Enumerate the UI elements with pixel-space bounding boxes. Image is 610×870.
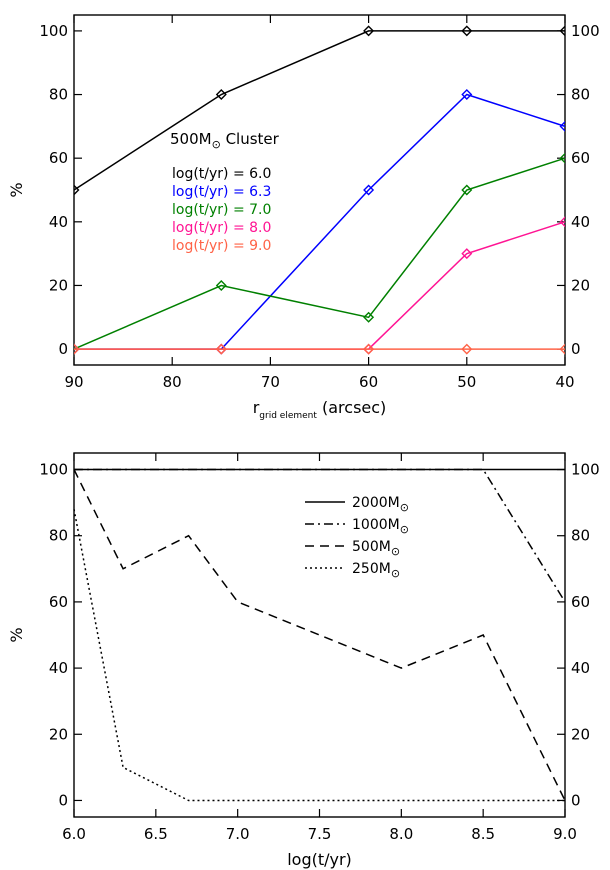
legend-label-subscript: ⊙ bbox=[400, 523, 409, 536]
legend-label-2: log(t/yr) = 6.3 bbox=[172, 184, 271, 200]
y-axis-title: % bbox=[7, 182, 26, 197]
series-line-3 bbox=[73, 157, 566, 350]
data-marker-1 bbox=[363, 25, 375, 37]
data-marker-1 bbox=[215, 89, 227, 101]
y-axis-title: % bbox=[7, 627, 26, 642]
x-tick-label: 50 bbox=[457, 373, 476, 391]
legend-label-subscript: ⊙ bbox=[391, 567, 400, 580]
data-marker-2 bbox=[363, 184, 375, 196]
legend-label-5: log(t/yr) = 9.0 bbox=[172, 238, 271, 254]
y-tick-label-right: 40 bbox=[571, 659, 590, 677]
data-marker-3 bbox=[461, 184, 473, 196]
x-axis-title: rgrid element (arcsec) bbox=[253, 398, 387, 421]
legend-label-subscript: ⊙ bbox=[391, 545, 400, 558]
series-line-4 bbox=[73, 509, 565, 802]
data-marker-5 bbox=[461, 343, 473, 355]
series-line-2 bbox=[74, 468, 566, 603]
data-marker-1 bbox=[74, 184, 80, 196]
y-tick-label: 100 bbox=[39, 461, 68, 479]
x-tick-label: 9.0 bbox=[553, 825, 577, 843]
x-tick-label: 7.5 bbox=[308, 825, 332, 843]
data-marker-5 bbox=[559, 343, 565, 355]
plot-frame bbox=[73, 14, 566, 366]
x-tick-label: 90 bbox=[64, 373, 83, 391]
chart-panel-2: 0 0 20 20 40 40 60 60 80 80 100 100 6.0 6.5 7.0 7.5 8.0 8… bbox=[7, 452, 600, 869]
y-tick-label: 60 bbox=[49, 149, 68, 167]
x-tick-label: 8.0 bbox=[389, 825, 413, 843]
chart-title: 500M⊙ Cluster bbox=[170, 130, 280, 151]
legend-label-4: log(t/yr) = 8.0 bbox=[172, 220, 271, 236]
y-tick-label-right: 60 bbox=[571, 149, 590, 167]
data-marker-4 bbox=[559, 216, 565, 228]
data-marker-3 bbox=[559, 152, 565, 164]
x-axis-title-subscript: grid element bbox=[259, 411, 317, 421]
x-tick-label: 8.5 bbox=[471, 825, 495, 843]
y-tick-label-right: 20 bbox=[571, 276, 590, 294]
data-marker-5 bbox=[215, 343, 227, 355]
x-tick-label: 6.0 bbox=[62, 825, 86, 843]
chart-title-rest: Cluster bbox=[221, 130, 280, 148]
y-tick-label: 40 bbox=[49, 659, 68, 677]
legend-label-3: 500M⊙ bbox=[352, 539, 400, 558]
legend-label-4: 250M⊙ bbox=[352, 561, 400, 580]
y-tick-label-right: 0 bbox=[571, 791, 581, 809]
legend-label-1: 2000M⊙ bbox=[352, 495, 409, 514]
y-tick-label-right: 100 bbox=[571, 461, 600, 479]
plot-frame bbox=[73, 452, 566, 818]
data-marker-2 bbox=[461, 89, 473, 101]
chart-title-main: 500M bbox=[170, 130, 212, 148]
x-tick-label: 7.0 bbox=[226, 825, 250, 843]
legend-label-main: 500M bbox=[352, 539, 391, 555]
series-line-3 bbox=[73, 469, 566, 801]
data-marker-4 bbox=[461, 248, 473, 260]
y-tick-label: 60 bbox=[49, 593, 68, 611]
y-tick-label: 80 bbox=[49, 86, 68, 104]
y-tick-label: 0 bbox=[58, 791, 68, 809]
y-tick-label-right: 80 bbox=[571, 527, 590, 545]
y-tick-label-right: 100 bbox=[571, 22, 600, 40]
legend-label-2: 1000M⊙ bbox=[352, 517, 409, 536]
legend-label-3: log(t/yr) = 7.0 bbox=[172, 202, 271, 218]
data-marker-5 bbox=[74, 343, 80, 355]
x-tick-label: 40 bbox=[555, 373, 574, 391]
data-marker-2 bbox=[559, 120, 565, 132]
x-tick-label: 6.5 bbox=[144, 825, 168, 843]
chart-title-subscript: ⊙ bbox=[212, 138, 221, 151]
y-tick-label-right: 20 bbox=[571, 725, 590, 743]
y-tick-label: 40 bbox=[49, 213, 68, 231]
legend-label-main: 250M bbox=[352, 561, 391, 577]
x-axis-title: log(t/yr) bbox=[287, 850, 352, 869]
x-axis-title-rest: (arcsec) bbox=[317, 398, 386, 417]
y-tick-label: 100 bbox=[39, 22, 68, 40]
series-line-2 bbox=[74, 93, 566, 350]
chart-panel-1: 0 0 20 20 40 40 60 60 80 80 100 100 90 80 70 60 50 40% rgr… bbox=[7, 14, 600, 421]
legend-label-subscript: ⊙ bbox=[400, 501, 409, 514]
legend-label-1: log(t/yr) = 6.0 bbox=[172, 166, 271, 182]
data-marker-5 bbox=[363, 343, 375, 355]
y-tick-label-right: 40 bbox=[571, 213, 590, 231]
legend-label-main: 2000M bbox=[352, 495, 400, 511]
y-tick-label-right: 80 bbox=[571, 86, 590, 104]
data-marker-1 bbox=[559, 25, 565, 37]
x-axis-title-main: r bbox=[253, 398, 260, 417]
y-tick-label: 20 bbox=[49, 276, 68, 294]
data-marker-3 bbox=[215, 279, 227, 291]
series-line-1 bbox=[73, 30, 565, 191]
y-tick-label: 0 bbox=[58, 340, 68, 358]
y-tick-label-right: 60 bbox=[571, 593, 590, 611]
series-line-4 bbox=[74, 221, 566, 350]
y-tick-label: 20 bbox=[49, 725, 68, 743]
x-tick-label: 70 bbox=[261, 373, 280, 391]
y-tick-label-right: 0 bbox=[571, 340, 581, 358]
data-marker-3 bbox=[363, 311, 375, 323]
legend-label-main: 1000M bbox=[352, 517, 400, 533]
x-tick-label: 80 bbox=[163, 373, 182, 391]
x-tick-label: 60 bbox=[359, 373, 378, 391]
y-tick-label: 80 bbox=[49, 527, 68, 545]
data-marker-1 bbox=[461, 25, 473, 37]
